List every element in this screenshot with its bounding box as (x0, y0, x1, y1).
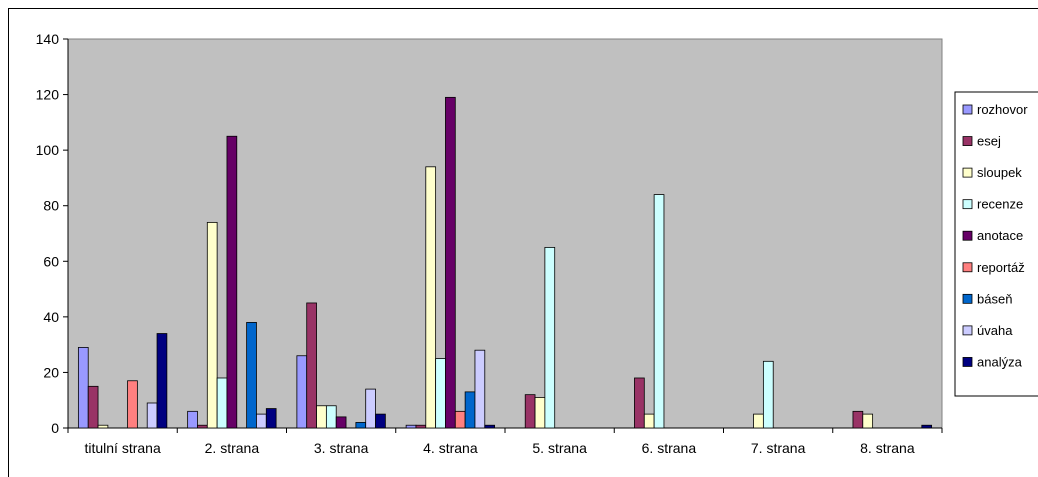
bar-sloupek-7-strana (753, 413, 764, 429)
bar-esej-3-strana (306, 302, 317, 429)
bar-recenze-2-strana (216, 377, 228, 429)
legend-swatch-analyza (962, 357, 973, 367)
x-tick-label-8-strana: 8. strana (860, 440, 915, 456)
legend-swatch-uvaha (962, 325, 973, 336)
legend-swatch-rozhovor (962, 104, 973, 115)
bar-esej-5-strana (524, 394, 536, 429)
y-tick-label: 60 (43, 253, 59, 269)
legend-swatch-recenze (962, 199, 973, 210)
bar-rozhovor-4-strana (405, 424, 417, 429)
bar-recenze-6-strana (653, 194, 665, 429)
x-tick-label-6-strana: 6. strana (642, 440, 697, 456)
bar-sloupek-4-strana (425, 166, 437, 429)
bar-basen-3-strana (355, 422, 367, 429)
bar-esej-titulni-strana (87, 385, 99, 429)
bar-analyza-titulni-strana (156, 333, 168, 429)
bar-sloupek-5-strana (534, 397, 546, 429)
legend-label-reportaz: reportáž (977, 260, 1025, 275)
y-tick-label: 100 (36, 142, 60, 158)
legend-label-basen: báseň (977, 291, 1012, 306)
x-tick-label-2-strana: 2. strana (205, 440, 260, 456)
legend-label-analyza: analýza (977, 354, 1023, 369)
bar-uvaha-3-strana (365, 388, 376, 429)
bar-sloupek-8-strana (862, 413, 874, 429)
bar-anotace-3-strana (335, 416, 347, 429)
bar-recenze-3-strana (325, 405, 337, 429)
bar-basen-4-strana (464, 391, 476, 429)
legend-swatch-reportaz (962, 262, 973, 273)
bar-rozhovor-3-strana (296, 355, 308, 429)
x-tick-label-7-strana: 7. strana (751, 440, 806, 456)
bar-uvaha-titulni-strana (146, 402, 158, 429)
legend-label-rozhovor: rozhovor (977, 102, 1028, 117)
legend-label-esej: esej (977, 134, 1001, 149)
bar-esej-6-strana (634, 377, 645, 429)
plot-area (67, 38, 943, 429)
bar-analyza-2-strana (265, 408, 277, 429)
x-tick-label-titulni-strana: titulní strana (84, 440, 160, 456)
y-tick-label: 0 (51, 420, 59, 436)
legend-swatch-esej (962, 136, 973, 146)
bar-reportaz-4-strana (454, 410, 466, 429)
y-tick-label: 40 (43, 309, 59, 325)
y-tick-label: 80 (43, 198, 59, 214)
legend-label-sloupek: sloupek (977, 165, 1022, 180)
legend-swatch-anotace (962, 230, 973, 241)
legend-label-uvaha: úvaha (977, 323, 1013, 338)
bar-sloupek-3-strana (316, 405, 327, 429)
bar-recenze-4-strana (435, 358, 446, 429)
bar-esej-2-strana (197, 424, 208, 429)
y-tick-label: 20 (43, 364, 59, 380)
bar-sloupek-2-strana (206, 221, 218, 429)
bar-anotace-4-strana (445, 96, 456, 429)
bar-recenze-5-strana (544, 246, 556, 429)
legend-swatch-basen (962, 293, 973, 304)
bar-esej-4-strana (415, 424, 427, 429)
bar-recenze-7-strana (762, 360, 774, 429)
legend-label-anotace: anotace (977, 228, 1023, 243)
bar-analyza-8-strana (921, 424, 933, 429)
x-tick-label-3-strana: 3. strana (314, 440, 369, 456)
bar-analyza-3-strana (375, 413, 386, 429)
x-tick-label-4-strana: 4. strana (423, 440, 478, 456)
legend-swatch-sloupek (962, 167, 973, 178)
bar-uvaha-4-strana (474, 349, 486, 429)
bar-reportaz-titulni-strana (127, 380, 138, 429)
bar-anotace-2-strana (226, 135, 238, 429)
bar-sloupek-6-strana (643, 413, 655, 429)
x-tick-label-5-strana: 5. strana (532, 440, 587, 456)
bar-rozhovor-titulni-strana (77, 347, 89, 429)
legend-label-recenze: recenze (977, 197, 1023, 212)
bar-rozhovor-2-strana (187, 410, 198, 429)
bar-uvaha-2-strana (256, 413, 267, 429)
bar-esej-8-strana (852, 410, 864, 429)
bar-sloupek-titulni-strana (97, 424, 109, 429)
bar-basen-2-strana (246, 322, 257, 429)
bar-analyza-4-strana (484, 424, 496, 429)
y-tick-label: 140 (36, 31, 60, 47)
y-tick-label: 120 (36, 87, 60, 103)
